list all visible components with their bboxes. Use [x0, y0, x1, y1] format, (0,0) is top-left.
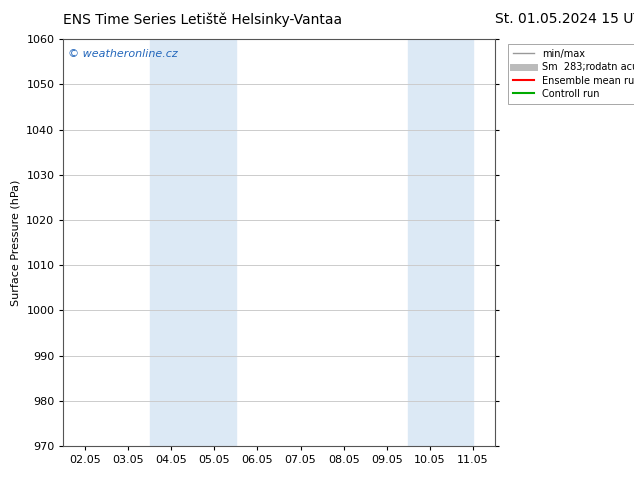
Bar	[408, 39, 473, 446]
Text: © weatheronline.cz: © weatheronline.cz	[68, 49, 178, 59]
Y-axis label: Surface Pressure (hPa): Surface Pressure (hPa)	[11, 179, 21, 306]
Text: ENS Time Series Letiště Helsinky-Vantaa: ENS Time Series Letiště Helsinky-Vantaa	[63, 12, 342, 27]
Bar	[193, 39, 236, 446]
Text: St. 01.05.2024 15 UTC: St. 01.05.2024 15 UTC	[495, 12, 634, 26]
Legend: min/max, Sm  283;rodatn acute; odchylka, Ensemble mean run, Controll run: min/max, Sm 283;rodatn acute; odchylka, …	[508, 44, 634, 104]
Bar	[150, 39, 193, 446]
